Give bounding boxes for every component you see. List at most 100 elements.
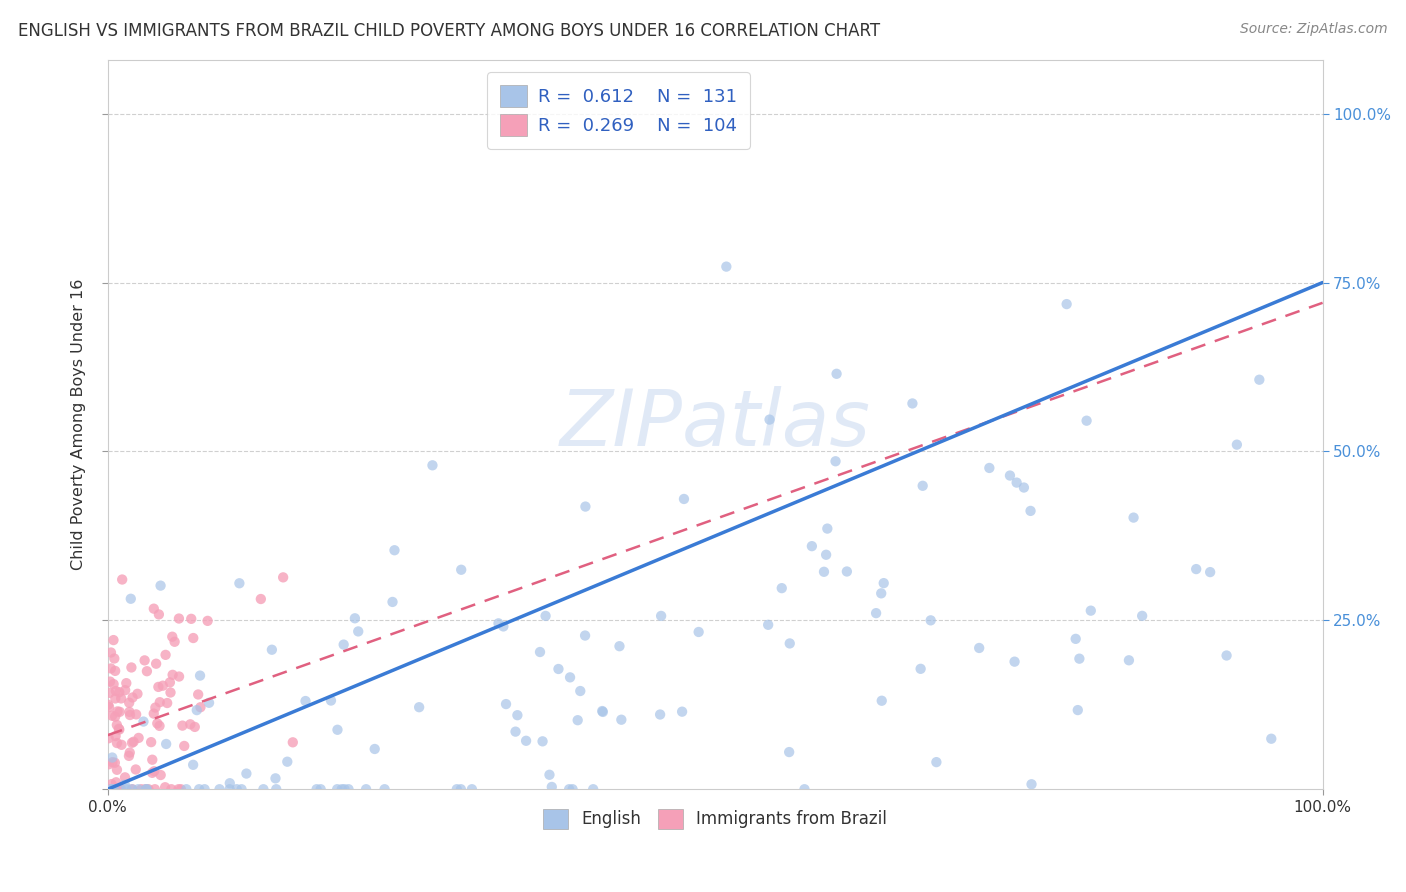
Text: ENGLISH VS IMMIGRANTS FROM BRAZIL CHILD POVERTY AMONG BOYS UNDER 16 CORRELATION : ENGLISH VS IMMIGRANTS FROM BRAZIL CHILD … <box>18 22 880 40</box>
Point <box>148 680 170 694</box>
Point <box>910 662 932 676</box>
Point <box>127 782 149 797</box>
Point <box>107 705 129 719</box>
Point <box>911 479 934 493</box>
Point <box>374 782 396 797</box>
Point <box>381 595 404 609</box>
Point <box>167 782 190 797</box>
Point <box>132 714 155 729</box>
Point <box>173 739 195 753</box>
Point <box>125 707 148 722</box>
Point <box>1249 373 1271 387</box>
Point <box>108 782 131 797</box>
Point <box>97 782 120 797</box>
Point <box>162 630 184 644</box>
Point <box>1130 608 1153 623</box>
Point <box>610 713 633 727</box>
Point <box>648 707 671 722</box>
Point <box>101 782 124 797</box>
Point <box>354 782 377 797</box>
Point <box>1260 731 1282 746</box>
Point <box>870 694 893 708</box>
Point <box>492 619 515 633</box>
Point <box>1021 777 1043 791</box>
Point <box>235 766 257 780</box>
Point <box>121 782 143 797</box>
Point <box>97 731 120 746</box>
Point <box>121 782 143 797</box>
Point <box>231 782 253 797</box>
Point <box>758 412 780 426</box>
Point <box>1064 632 1087 646</box>
Point <box>1067 703 1090 717</box>
Point <box>531 734 554 748</box>
Point <box>141 735 163 749</box>
Point <box>873 576 896 591</box>
Point <box>515 733 537 747</box>
Point <box>97 698 120 712</box>
Point <box>153 780 176 795</box>
Point <box>534 608 557 623</box>
Point <box>294 694 316 708</box>
Point <box>1226 437 1249 451</box>
Point <box>103 677 125 691</box>
Point <box>141 753 163 767</box>
Point <box>1004 655 1026 669</box>
Point <box>778 745 800 759</box>
Point <box>108 722 131 736</box>
Point <box>186 703 208 717</box>
Point <box>264 772 287 786</box>
Point <box>108 705 131 719</box>
Point <box>103 633 125 648</box>
Point <box>582 782 605 797</box>
Point <box>156 696 179 710</box>
Point <box>176 782 198 797</box>
Text: Source: ZipAtlas.com: Source: ZipAtlas.com <box>1240 22 1388 37</box>
Point <box>506 708 529 723</box>
Point <box>1199 565 1222 579</box>
Legend: English, Immigrants from Brazil: English, Immigrants from Brazil <box>537 802 894 836</box>
Point <box>114 683 136 698</box>
Point <box>110 691 132 706</box>
Point <box>100 646 122 660</box>
Point <box>105 718 128 732</box>
Point <box>159 675 181 690</box>
Point <box>103 651 125 665</box>
Point <box>143 764 166 779</box>
Point <box>495 697 517 711</box>
Point <box>111 573 134 587</box>
Point <box>179 717 201 731</box>
Point <box>104 664 127 678</box>
Point <box>333 782 356 797</box>
Point <box>101 750 124 764</box>
Point <box>967 640 990 655</box>
Point <box>422 458 444 473</box>
Point <box>450 563 472 577</box>
Point <box>815 522 838 536</box>
Point <box>162 668 184 682</box>
Point <box>181 757 204 772</box>
Point <box>180 612 202 626</box>
Point <box>461 782 484 797</box>
Point <box>155 737 177 751</box>
Point <box>901 396 924 410</box>
Point <box>104 709 127 723</box>
Point <box>561 782 583 797</box>
Point <box>332 638 354 652</box>
Point <box>250 592 273 607</box>
Point <box>100 782 122 797</box>
Point <box>567 713 589 727</box>
Point <box>925 755 948 769</box>
Point <box>305 782 328 797</box>
Point <box>920 613 942 627</box>
Point <box>188 782 211 797</box>
Point <box>815 548 838 562</box>
Point <box>135 782 157 797</box>
Point <box>800 539 823 553</box>
Point <box>135 782 157 797</box>
Point <box>271 570 294 584</box>
Point <box>505 724 527 739</box>
Point <box>148 719 170 733</box>
Point <box>538 768 561 782</box>
Point <box>167 669 190 683</box>
